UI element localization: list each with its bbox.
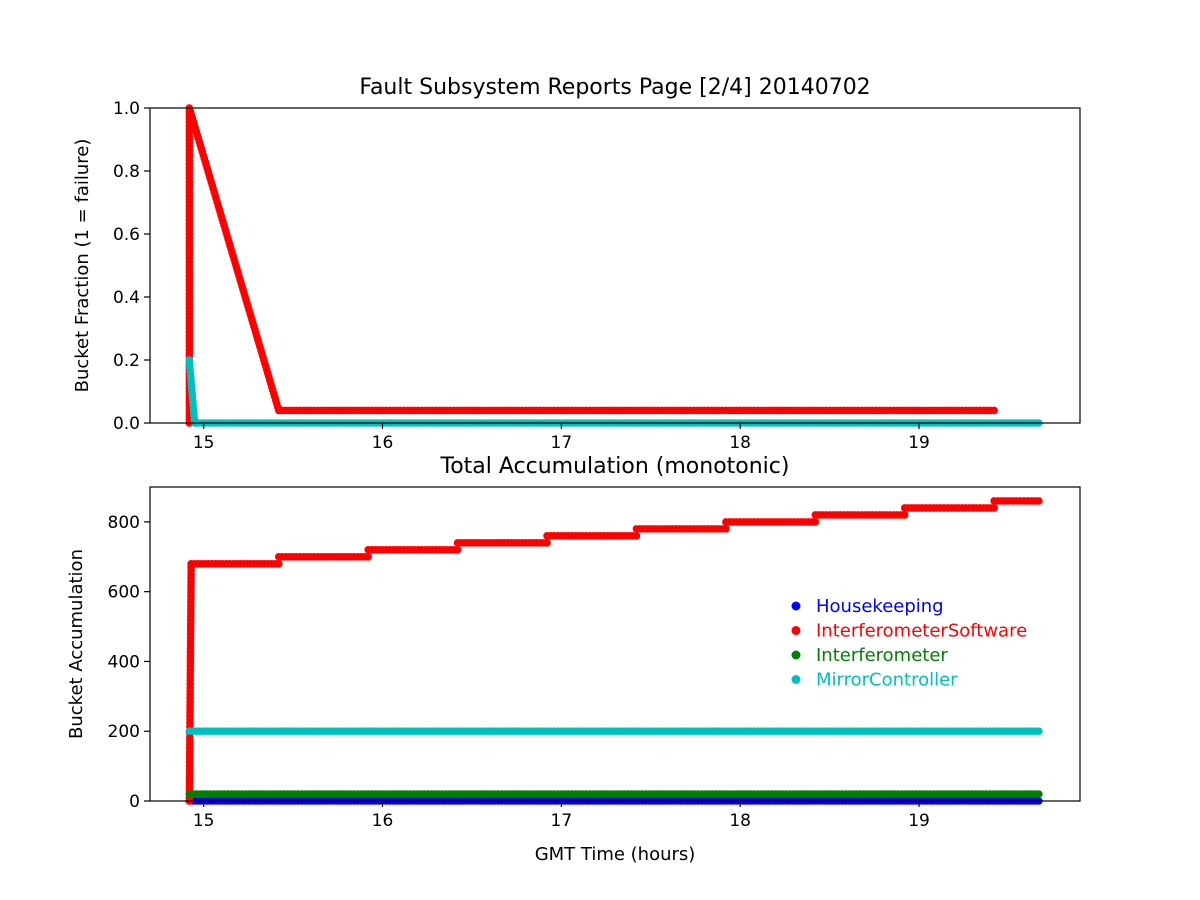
top-x-tick-label: 15 [193,433,215,453]
top-chart-panel: Fault Subsystem Reports Page [2/4] 20140… [72,75,1081,453]
legend-marker [791,650,801,660]
top-y-tick-label: 0.2 [113,351,140,371]
top-x-tick-label: 18 [729,433,751,453]
top-plot-frame [149,107,1081,424]
bottom-series-mirrorcontroller [185,727,1043,736]
bottom-y-tick-label: 0 [129,792,140,812]
data-point [453,546,462,554]
top-y-tick-label: 0.4 [113,288,140,308]
top-x-tick-label: 19 [908,433,930,453]
data-point [1035,497,1043,505]
bottom-series-interferometer [185,790,1043,798]
data-point [1035,727,1043,736]
bottom-x-tick-label: 18 [729,811,751,831]
legend-label: InterferometerSoftware [816,621,1027,642]
top-chart-title: Fault Subsystem Reports Page [2/4] 20140… [359,75,870,100]
data-point [900,511,909,519]
bottom-x-tick-label: 15 [193,811,215,831]
legend-label: Interferometer [816,645,948,666]
legend-marker [791,675,801,684]
bottom-y-axis-ticks: 0 200 400 600 800 [108,513,150,812]
bottom-chart-panel: Total Accumulation (monotonic) 15 16 17 18 1… [66,454,1081,865]
legend-marker [791,601,801,611]
bottom-chart-title: Total Accumulation (monotonic) [440,454,790,479]
bottom-series-interferometersoftware [185,497,1043,805]
top-y-tick-label: 0.6 [113,225,140,245]
top-y-tick-label: 0.0 [113,414,140,434]
bottom-plot-frame [149,486,1081,802]
data-point [364,552,372,561]
legend: Housekeeping InterferometerSoftware Interf… [791,596,1027,691]
bottom-x-tick-label: 19 [908,811,930,831]
data-point [990,406,998,415]
data-point [274,559,283,568]
bottom-x-axis-label: GMT Time (hours) [535,844,696,865]
data-point [632,532,641,540]
bottom-x-tick-label: 17 [551,811,573,831]
bottom-x-axis-ticks: 15 16 17 18 19 [193,801,930,831]
data-point [543,539,551,547]
top-x-tick-label: 16 [372,433,394,453]
top-x-axis-ticks: 15 16 17 18 19 [193,423,930,453]
top-chart-data [185,104,1043,427]
data-point [811,518,820,526]
bottom-y-axis-label: Bucket Accumulation [66,549,87,739]
bottom-y-tick-label: 800 [108,513,140,533]
data-point [1035,790,1043,798]
legend-label: MirrorController [816,670,958,691]
legend-label: Housekeeping [816,596,944,617]
top-y-tick-label: 1.0 [113,99,140,119]
data-point [990,504,998,512]
bottom-y-tick-label: 600 [108,583,140,603]
bottom-y-tick-label: 400 [108,652,140,672]
top-y-axis-label: Bucket Fraction (1 = failure) [72,139,93,393]
top-x-tick-label: 17 [551,433,573,453]
data-point [722,525,730,533]
legend-marker [791,626,801,635]
bottom-x-tick-label: 16 [372,811,394,831]
top-y-tick-label: 0.8 [113,162,140,182]
bottom-y-tick-label: 200 [108,722,140,742]
top-y-axis-ticks: 0.0 0.2 0.4 0.6 0.8 1.0 [113,99,150,434]
